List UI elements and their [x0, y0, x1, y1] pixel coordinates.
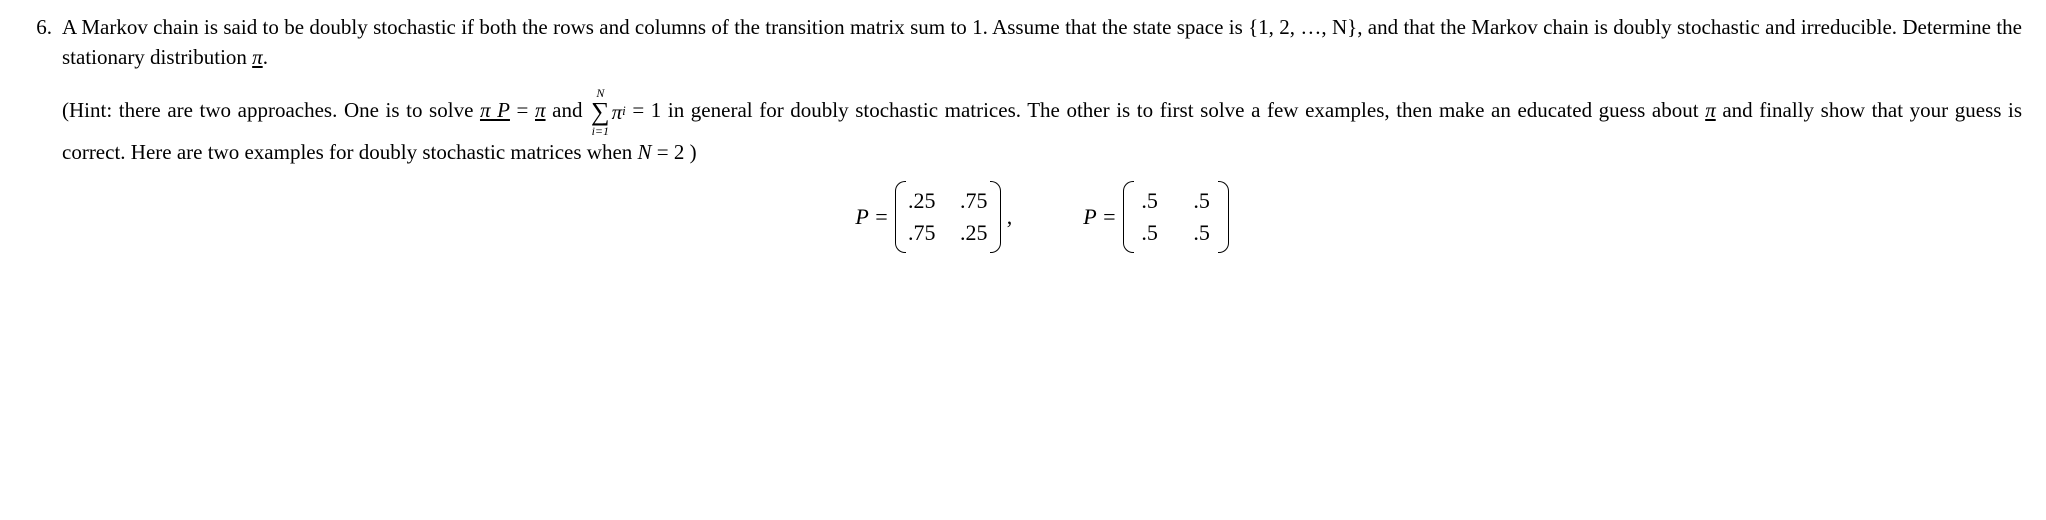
matrix-b-r1c1: .5 — [1133, 185, 1167, 217]
pi-1: π — [480, 98, 491, 122]
sigma-symbol: ∑ — [591, 99, 610, 125]
eq-sym: = — [510, 98, 535, 122]
pi-symbol: π — [252, 45, 263, 69]
hint-text-3: = 2 ) — [652, 140, 697, 164]
pi-i: π — [612, 97, 623, 127]
and-text: and — [546, 98, 590, 122]
comma: , — [1007, 201, 1013, 233]
problem-6: 6. A Markov chain is said to be doubly s… — [24, 12, 2022, 253]
matrix-a-expression: P = .25 .75 .75 .25 , — [855, 181, 1012, 253]
hint-text-eq1: = 1 in general for doubly stochastic mat… — [626, 98, 1705, 122]
hint-text-1: (Hint: there are two approaches. One is … — [62, 98, 480, 122]
sum-expression: N∑i=1πi — [589, 87, 626, 137]
label-Pa: P = — [855, 201, 888, 233]
matrix-a: .25 .75 .75 .25 — [895, 181, 1001, 253]
problem-statement: A Markov chain is said to be doubly stoc… — [62, 12, 2022, 73]
statement-text-b: . — [263, 45, 268, 69]
matrix-b-r2c1: .5 — [1133, 217, 1167, 249]
matrix-a-r1c1: .25 — [905, 185, 939, 217]
label-Pb: P = — [1083, 201, 1116, 233]
matrix-a-r2c1: .75 — [905, 217, 939, 249]
problem-body: A Markov chain is said to be doubly stoc… — [62, 12, 2022, 253]
P-sym: P — [491, 98, 510, 122]
matrix-b: .5 .5 .5 .5 — [1123, 181, 1229, 253]
statement-text-a: A Markov chain is said to be doubly stoc… — [62, 15, 2022, 69]
sigma-icon: N∑i=1 — [591, 87, 610, 137]
matrix-b-row2: .5 .5 — [1133, 217, 1219, 249]
matrix-a-row1: .25 .75 — [905, 185, 991, 217]
matrix-b-r2c2: .5 — [1185, 217, 1219, 249]
matrices-row: P = .25 .75 .75 .25 , P = — [62, 181, 2022, 253]
matrix-a-r2c2: .25 — [957, 217, 991, 249]
N-sym: N — [638, 140, 652, 164]
matrix-a-row2: .75 .25 — [905, 217, 991, 249]
matrix-b-r1c2: .5 — [1185, 185, 1219, 217]
pi-2: π — [535, 98, 546, 122]
matrix-a-r1c2: .75 — [957, 185, 991, 217]
matrix-b-row1: .5 .5 — [1133, 185, 1219, 217]
sum-lower: i=1 — [592, 125, 609, 137]
matrix-b-expression: P = .5 .5 .5 .5 — [1083, 181, 1228, 253]
hint-paragraph: (Hint: there are two approaches. One is … — [62, 87, 2022, 167]
problem-number: 6. — [24, 12, 62, 42]
pi-3: π — [1705, 98, 1716, 122]
